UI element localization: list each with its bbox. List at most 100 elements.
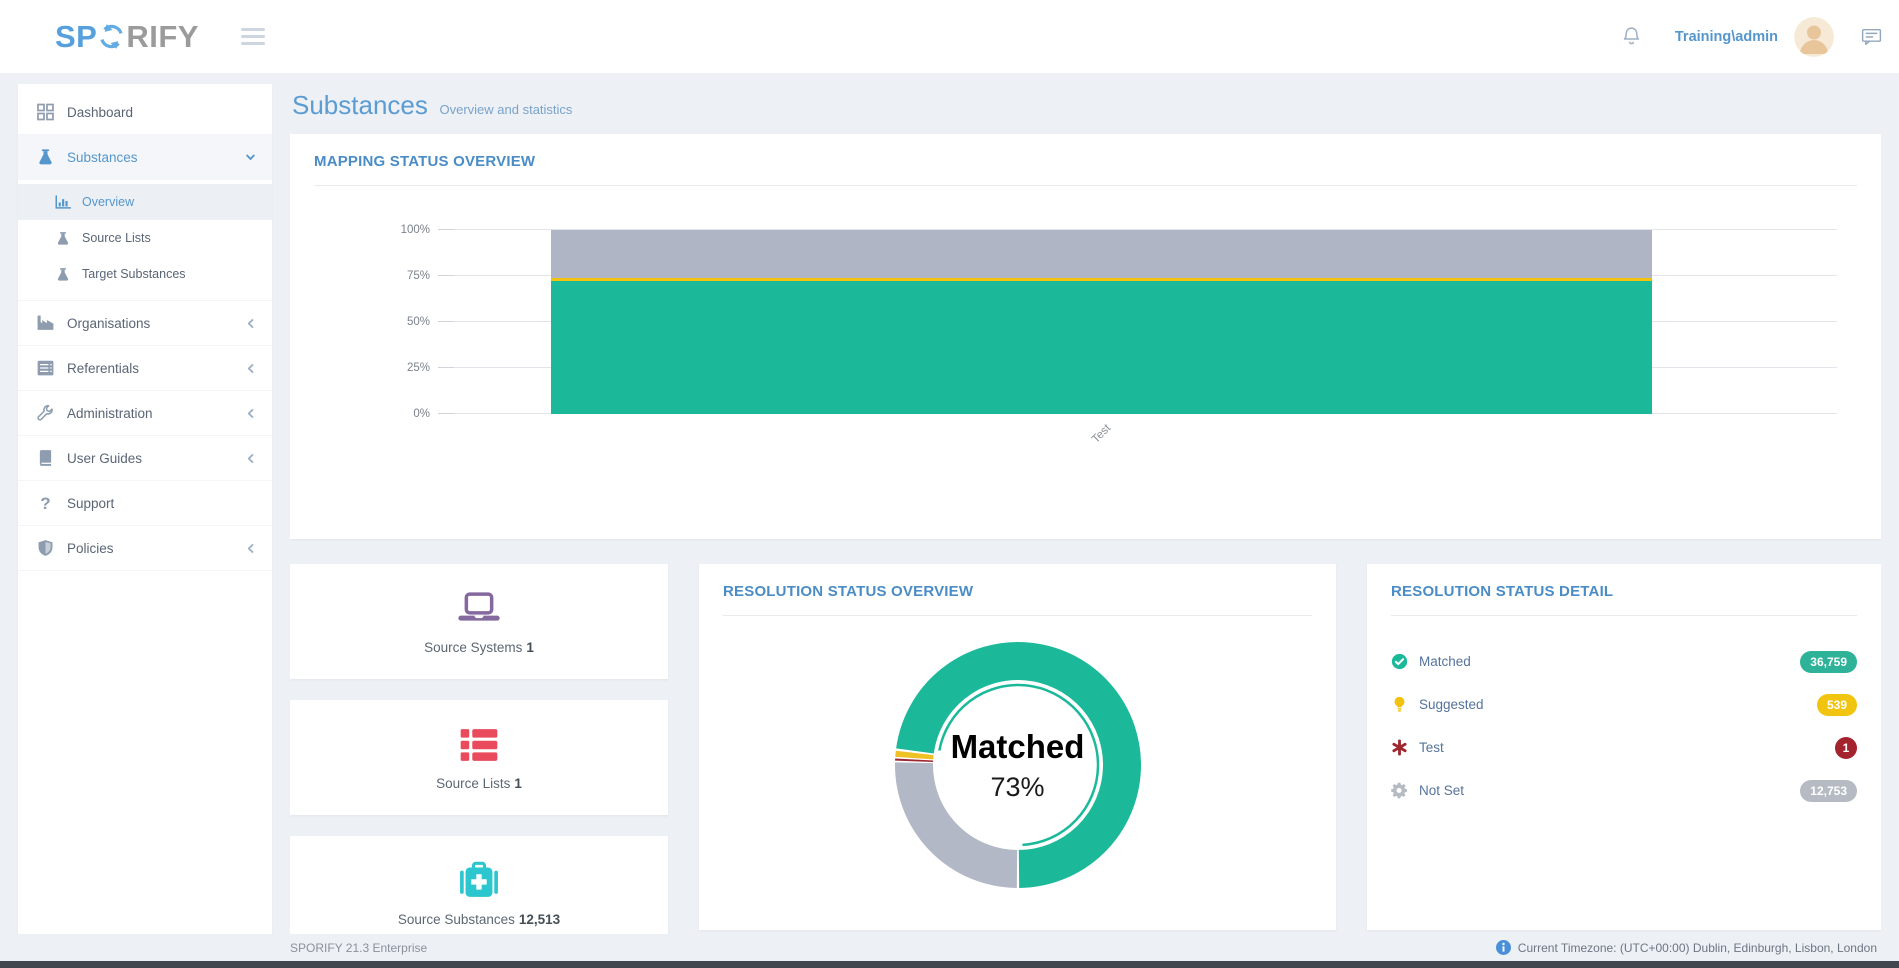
divider: [314, 185, 1857, 186]
mapping-status-chart: 0% 25% 50% 75% 100% Test: [401, 224, 1837, 446]
user-menu[interactable]: Training\admin: [1674, 28, 1778, 45]
y-axis-tick: [438, 275, 454, 276]
sidebar-subitem-source-lists[interactable]: Source Lists: [18, 220, 272, 256]
donut-selected-highlight[interactable]: [937, 683, 1099, 847]
stat-card-label: Source Substances 12,513: [397, 912, 561, 927]
sidebar-item-organisations[interactable]: Organisations: [18, 301, 272, 346]
sidebar-item-substances[interactable]: Substances: [18, 135, 272, 180]
sidebar-item-administration[interactable]: Administration: [18, 391, 272, 436]
chat-icon[interactable]: [1860, 25, 1883, 48]
check-circle-icon: [1391, 653, 1408, 670]
sidebar-item-user-guides[interactable]: User Guides: [18, 436, 272, 481]
chevron-left-icon: [245, 408, 256, 419]
detail-row-suggested[interactable]: Suggested 539: [1391, 683, 1857, 726]
resolution-status-detail-card: RESOLUTION STATUS DETAIL Matched 36,759 Su…: [1367, 564, 1881, 930]
logo-text-secondary: RIFY: [126, 19, 199, 54]
detail-row-label: Matched: [1419, 654, 1471, 669]
gear-icon: [1391, 782, 1408, 799]
sidebar-subitem-label: Source Lists: [82, 231, 151, 245]
notifications-bell-icon[interactable]: [1620, 25, 1643, 48]
resolution-status-donut-chart[interactable]: Matched 73%: [883, 630, 1153, 900]
stat-card-value: 1: [514, 776, 522, 791]
sidebar-subitem-target-substances[interactable]: Target Substances: [18, 256, 272, 292]
logo-text-primary: SP: [55, 19, 98, 54]
stat-card-value: 1: [526, 640, 534, 655]
bar-segment-not-set[interactable]: [550, 230, 1652, 278]
y-axis-label: 100%: [400, 224, 430, 236]
detail-row-matched[interactable]: Matched 36,759: [1391, 640, 1857, 683]
y-axis-tick: [438, 321, 454, 322]
factory-icon: [36, 314, 55, 332]
asterisk-icon: [1391, 739, 1408, 756]
chevron-left-icon: [245, 318, 256, 329]
y-axis-label: 75%: [406, 270, 430, 282]
stat-card-value: 12,513: [518, 912, 561, 927]
page-subtitle: Overview and statistics: [439, 102, 573, 117]
app-logo[interactable]: SP RIFY: [55, 21, 199, 52]
mapping-status-card: MAPPING STATUS OVERVIEW 0% 25% 50% 75% 100% T…: [290, 134, 1881, 539]
stat-card-source-lists[interactable]: Source Lists 1: [290, 700, 668, 815]
footer: SPORIFY 21.3 Enterprise Current Timezone…: [0, 934, 1899, 961]
chevron-left-icon: [245, 543, 256, 554]
bar-segment-suggested[interactable]: [550, 277, 1652, 281]
detail-row-label: Test: [1419, 740, 1444, 755]
divider: [723, 615, 1312, 616]
donut-slice-matched[interactable]: [895, 642, 1141, 888]
wrench-icon: [36, 404, 55, 422]
detail-row-test[interactable]: Test 1: [1391, 726, 1857, 769]
sidebar-item-label: Support: [67, 495, 115, 511]
page-title: Substances: [292, 90, 428, 120]
sidebar-item-label: Substances: [67, 149, 138, 165]
stat-card-label: Source Systems 1: [424, 640, 534, 655]
bar-segment-matched[interactable]: [550, 280, 1652, 414]
sidebar-item-policies[interactable]: Policies: [18, 526, 272, 571]
flask-icon: [54, 231, 72, 246]
info-icon: [1495, 940, 1511, 955]
resolution-status-overview-title: RESOLUTION STATUS OVERVIEW: [723, 583, 974, 600]
detail-row-label: Not Set: [1419, 783, 1465, 798]
list-alt-icon: [36, 359, 55, 377]
sidebar-item-referentials[interactable]: Referentials: [18, 346, 272, 391]
y-axis-label: 50%: [406, 316, 430, 328]
sidebar-subitem-label: Target Substances: [82, 267, 186, 281]
sidebar-item-support[interactable]: ? Support: [18, 481, 272, 526]
sidebar-item-label: User Guides: [67, 450, 143, 466]
sidebar-item-label: Administration: [67, 405, 153, 421]
sidebar-item-label: Dashboard: [67, 104, 134, 120]
hamburger-menu-icon[interactable]: [240, 28, 265, 45]
resolution-status-overview-card: RESOLUTION STATUS OVERVIEW Matched 73%: [699, 564, 1336, 930]
stat-card-source-systems[interactable]: Source Systems 1: [290, 564, 668, 679]
flask-icon: [36, 148, 55, 166]
sidebar-item-label: Policies: [67, 540, 114, 556]
avatar[interactable]: [1794, 16, 1834, 57]
top-navbar: SP RIFY Training\admin: [0, 0, 1899, 73]
detail-row-not-set[interactable]: Not Set 12,753: [1391, 769, 1857, 812]
mapping-status-title: MAPPING STATUS OVERVIEW: [314, 153, 536, 170]
flask-icon: [54, 267, 72, 282]
laptop-icon: [457, 588, 501, 630]
chevron-left-icon: [245, 363, 256, 374]
donut-slice-not-set[interactable]: [894, 762, 1018, 888]
medical-case-icon: [457, 860, 501, 902]
sync-icon: [98, 23, 125, 50]
question-icon: ?: [40, 493, 51, 513]
stat-card-source-substances[interactable]: Source Substances 12,513: [290, 836, 668, 936]
sidebar-item-label: Organisations: [67, 315, 151, 331]
lightbulb-icon: [1391, 696, 1408, 713]
y-axis-label: 0%: [413, 408, 430, 420]
sidebar-subitem-label: Overview: [82, 195, 135, 209]
sidebar-item-dashboard[interactable]: Dashboard: [18, 90, 272, 135]
window-bottom-edge: [0, 961, 1899, 968]
book-icon: [36, 449, 55, 467]
main-content: Substances Overview and statistics MAPPI…: [290, 73, 1881, 936]
stacked-bar[interactable]: [550, 230, 1652, 414]
sidebar: Dashboard Substances Overview Source Lists T…: [18, 84, 272, 936]
timezone-text: Current Timezone: (UTC+00:00) Dublin, Ed…: [1517, 940, 1877, 955]
page-header: Substances Overview and statistics: [290, 73, 1881, 134]
sidebar-subitem-overview[interactable]: Overview: [18, 184, 272, 220]
gridline: [454, 229, 1837, 230]
count-badge: 539: [1816, 693, 1857, 716]
count-badge: 1: [1835, 736, 1857, 759]
list-icon: [457, 724, 501, 766]
shield-icon: [36, 539, 55, 557]
